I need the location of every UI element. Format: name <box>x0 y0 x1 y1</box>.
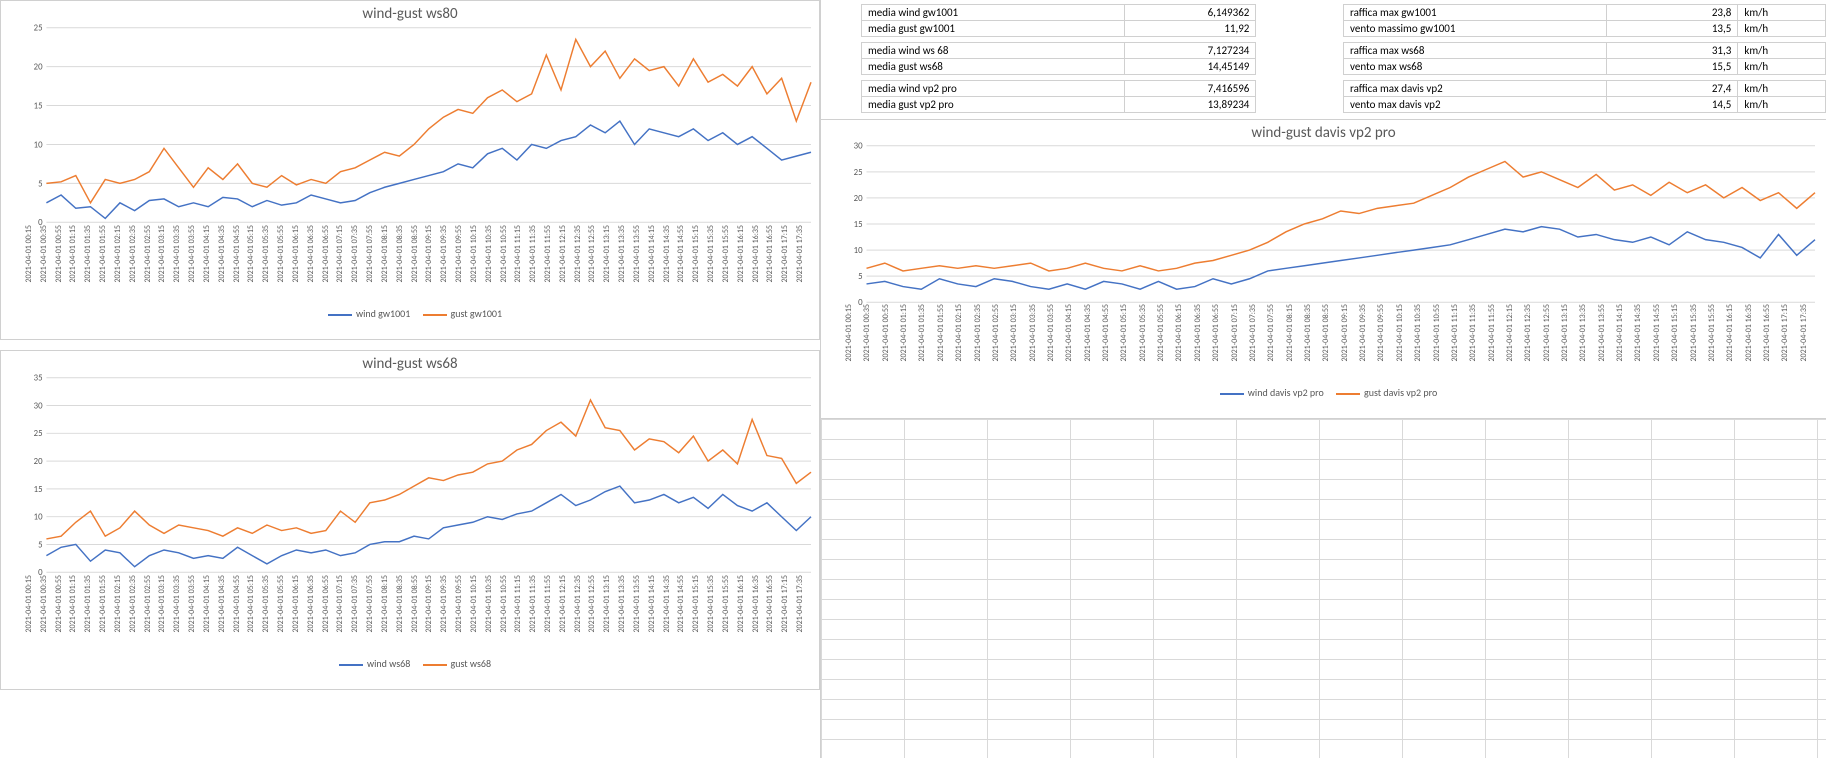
table-row: media wind ws 687,127234 raffica max ws6… <box>862 43 1826 59</box>
spreadsheet-grid <box>821 419 1826 758</box>
plot-area: 051015202530 <box>845 144 1818 304</box>
chart-title: wind-gust ws68 <box>1 351 819 375</box>
svg-text:10: 10 <box>854 246 863 256</box>
svg-text:10: 10 <box>34 513 43 523</box>
svg-text:20: 20 <box>34 63 43 73</box>
chart-ws68: wind-gust ws68 05101520253035 2021-04-01… <box>0 350 820 690</box>
table-row: media wind vp2 pro7,416596 raffica max d… <box>862 81 1826 97</box>
right-column: media wind gw10016,149362 raffica max gw… <box>820 0 1826 758</box>
table-row: media gust gw100111,92 vento massimo gw1… <box>862 21 1826 37</box>
svg-text:20: 20 <box>854 194 863 204</box>
svg-text:5: 5 <box>38 179 42 189</box>
legend-gust: gust gw1001 <box>451 307 503 320</box>
svg-text:35: 35 <box>34 374 43 384</box>
legend: wind ws68 gust ws68 <box>1 655 819 674</box>
x-axis-labels: 2021-04-01 00:152021-04-01 00:352021-04-… <box>845 304 1818 384</box>
svg-text:20: 20 <box>34 457 43 467</box>
svg-text:30: 30 <box>854 142 863 152</box>
svg-text:10: 10 <box>34 140 43 150</box>
chart-title: wind-gust ws80 <box>1 1 819 25</box>
legend-wind: wind davis vp2 pro <box>1248 386 1324 399</box>
table-row: media gust ws6814,45149 vento max ws6815… <box>862 59 1826 75</box>
svg-text:5: 5 <box>858 272 862 282</box>
legend: wind davis vp2 pro gust davis vp2 pro <box>821 384 1826 403</box>
svg-text:25: 25 <box>34 429 43 439</box>
x-axis-labels: 2021-04-01 00:152021-04-01 00:352021-04-… <box>25 225 811 305</box>
legend-wind: wind gw1001 <box>356 307 410 320</box>
svg-text:5: 5 <box>38 540 42 550</box>
svg-text:25: 25 <box>34 24 43 34</box>
legend-gust: gust davis vp2 pro <box>1364 386 1437 399</box>
left-column: wind-gust ws80 0510152025 2021-04-01 00:… <box>0 0 820 758</box>
table-row: media wind gw10016,149362 raffica max gw… <box>862 5 1826 21</box>
svg-text:15: 15 <box>854 220 863 230</box>
plot-area: 05101520253035 <box>25 375 811 575</box>
svg-text:30: 30 <box>34 401 43 411</box>
x-axis-labels: 2021-04-01 00:152021-04-01 00:352021-04-… <box>25 575 811 655</box>
svg-text:25: 25 <box>854 168 863 178</box>
chart-title: wind-gust davis vp2 pro <box>821 120 1826 144</box>
chart-ws80: wind-gust ws80 0510152025 2021-04-01 00:… <box>0 0 820 340</box>
stats-table: media wind gw10016,149362 raffica max gw… <box>861 4 1826 113</box>
plot-area: 0510152025 <box>25 25 811 225</box>
legend: wind gw1001 gust gw1001 <box>1 305 819 324</box>
svg-text:15: 15 <box>34 101 43 111</box>
legend-gust: gust ws68 <box>451 657 491 670</box>
legend-wind: wind ws68 <box>367 657 410 670</box>
chart-vp2: wind-gust davis vp2 pro 051015202530 202… <box>821 119 1826 419</box>
table-row: media gust vp2 pro13,89234 vento max dav… <box>862 97 1826 113</box>
svg-text:15: 15 <box>34 485 43 495</box>
